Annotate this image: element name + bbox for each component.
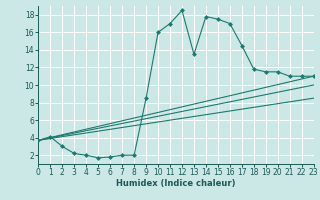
X-axis label: Humidex (Indice chaleur): Humidex (Indice chaleur): [116, 179, 236, 188]
